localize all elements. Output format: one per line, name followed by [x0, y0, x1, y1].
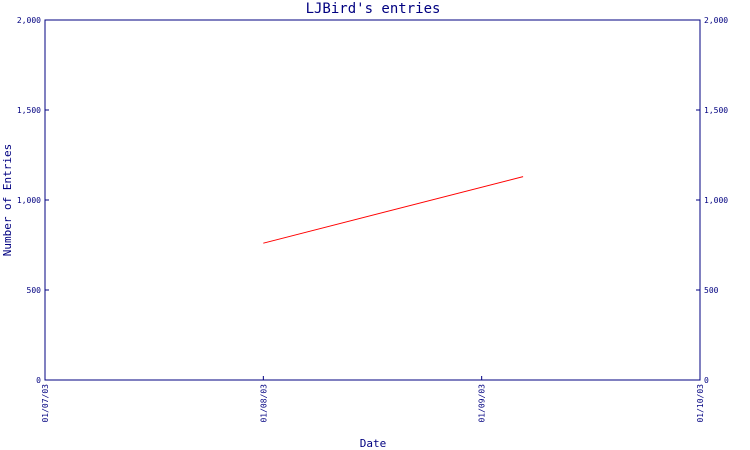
y-tick-label-right: 2,000: [704, 16, 728, 25]
series-lines: [263, 176, 524, 244]
x-ticks: 01/07/03 01/08/03 01/09/03 01/10/03: [41, 376, 705, 423]
chart-title: LJBird's entries: [306, 1, 441, 17]
x-tick-label: 01/09/03: [478, 384, 487, 423]
y-tick-label-left: 1,000: [17, 196, 41, 205]
y-tick-label-left: 500: [27, 286, 42, 295]
y-tick-label-left: 0: [36, 376, 41, 385]
y-axis-label: Number of Entries: [1, 144, 14, 257]
x-axis-label: Date: [360, 437, 387, 450]
y-tick-label-left: 1,500: [17, 106, 41, 115]
y-tick-label-right: 500: [704, 286, 719, 295]
plot-area: [44, 19, 701, 381]
y-tick-label-right: 1,000: [704, 196, 728, 205]
x-tick-label: 01/10/03: [696, 384, 705, 423]
y-tick-label-right: 1,500: [704, 106, 728, 115]
y-tick-label-left: 2,000: [17, 16, 41, 25]
series-line: [263, 176, 524, 244]
y-ticks-left: 0 500 1,000 1,500 2,000: [17, 16, 49, 385]
x-tick-label: 01/07/03: [41, 384, 50, 423]
y-tick-label-right: 0: [704, 376, 709, 385]
y-ticks-right: 0 500 1,000 1,500 2,000: [696, 16, 728, 385]
x-tick-label: 01/08/03: [259, 384, 268, 423]
